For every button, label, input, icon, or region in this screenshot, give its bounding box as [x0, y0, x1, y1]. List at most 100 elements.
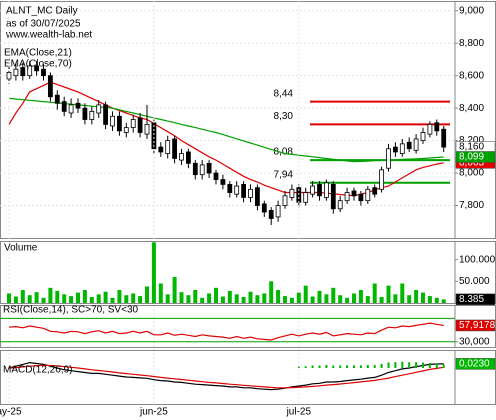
y-tick-label: 9,000 — [459, 5, 484, 16]
bar — [414, 289, 419, 303]
histogram-bar — [297, 366, 300, 368]
bar — [434, 297, 439, 303]
bar — [55, 290, 60, 303]
candle-body — [379, 169, 385, 190]
bar — [421, 292, 425, 303]
series-line — [8, 364, 444, 389]
x-tick-label: jul-25 — [286, 407, 312, 418]
value-label: 8,160 — [459, 142, 484, 153]
candle-body — [289, 188, 295, 198]
candle-body — [441, 128, 447, 148]
candle-body — [310, 185, 316, 195]
histogram-bar — [435, 363, 438, 368]
bar — [82, 289, 87, 303]
panel-title: MACD(12,26,9) — [3, 365, 72, 376]
bar — [131, 293, 136, 303]
bar — [145, 286, 149, 303]
chart-subtitle: as of 30/07/2025 — [6, 19, 81, 30]
histogram-bar — [422, 362, 424, 368]
y-tick-label: 8,600 — [459, 70, 484, 81]
bar — [262, 293, 267, 303]
bar — [41, 297, 46, 303]
bar — [96, 294, 101, 303]
histogram-bar — [359, 365, 362, 368]
bar — [303, 285, 308, 303]
bar — [393, 294, 398, 303]
candle-body — [213, 172, 219, 180]
bar — [255, 295, 260, 303]
value-label-box — [455, 293, 496, 306]
candle-body — [399, 143, 405, 154]
histogram-bar — [442, 364, 445, 368]
y-tick-label: 30,000 — [459, 336, 490, 347]
y-tick-label: 8,000 — [459, 168, 484, 179]
bar — [338, 295, 343, 303]
candle-body — [179, 153, 184, 161]
candle-body — [130, 119, 136, 129]
y-tick-label: 8,200 — [459, 135, 484, 146]
series-line — [8, 97, 444, 163]
series-line — [8, 81, 444, 197]
candle-body — [227, 184, 233, 193]
value-label: 0,0230 — [459, 359, 490, 370]
candle-body — [117, 115, 122, 132]
bar — [27, 295, 32, 303]
bar — [193, 289, 198, 303]
candle-body — [27, 65, 33, 77]
candle-body — [248, 188, 253, 198]
histogram-bar — [380, 363, 383, 368]
bar — [110, 297, 115, 303]
bar — [76, 292, 80, 303]
candle-body — [268, 210, 274, 219]
bar — [269, 281, 274, 303]
value-label-box — [455, 151, 496, 163]
bar — [317, 290, 322, 303]
bar — [220, 296, 225, 303]
candle-body — [392, 146, 398, 153]
bar — [151, 242, 156, 303]
bar — [296, 292, 301, 303]
candle-body — [96, 104, 102, 114]
bar — [138, 296, 143, 303]
chart-title: ALNT_MC Daily — [6, 6, 78, 17]
bar — [48, 287, 53, 303]
bar — [324, 294, 329, 303]
bar — [283, 296, 287, 303]
candle-body — [54, 94, 60, 104]
candle-body — [275, 205, 281, 218]
bar — [179, 292, 184, 303]
candle-body — [137, 117, 143, 133]
histogram-bar — [332, 365, 335, 368]
candle-body — [358, 193, 364, 202]
bar — [352, 293, 356, 303]
series-line — [8, 322, 444, 341]
bar — [172, 276, 177, 303]
candle-body — [61, 101, 67, 112]
candle-body — [48, 75, 53, 98]
histogram-bar — [428, 362, 431, 368]
candle-body — [337, 200, 343, 210]
bar — [13, 296, 18, 303]
candle-body — [241, 184, 247, 198]
legend-entry: EMA(Close,21) — [4, 48, 72, 59]
histogram-bar — [325, 364, 328, 368]
histogram-bar — [318, 365, 321, 368]
candle-body — [82, 107, 88, 120]
bar — [117, 289, 122, 303]
candle-body — [206, 162, 212, 174]
histogram-bar — [401, 361, 404, 368]
panel-title: Volume — [4, 243, 38, 254]
histogram-bar — [311, 365, 314, 368]
candle-body — [261, 203, 267, 213]
bar — [386, 285, 391, 303]
bar — [289, 297, 294, 303]
bar — [248, 291, 253, 303]
candle-body — [110, 115, 115, 127]
bar — [165, 294, 170, 303]
bar — [103, 291, 108, 303]
legend-entry: EMA(Close,70) — [4, 59, 72, 70]
candle-body — [41, 68, 46, 77]
bar — [400, 283, 405, 303]
histogram-bar — [394, 362, 397, 368]
